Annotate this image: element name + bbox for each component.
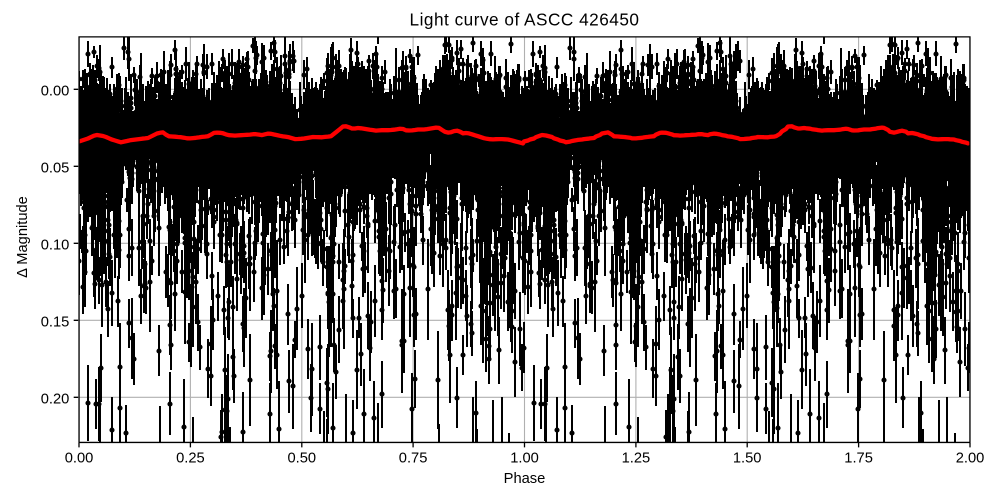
svg-text:0.75: 0.75	[399, 450, 428, 466]
svg-text:0.00: 0.00	[65, 450, 94, 466]
svg-text:1.50: 1.50	[733, 450, 762, 466]
svg-text:0.05: 0.05	[41, 160, 70, 176]
svg-text:0.25: 0.25	[176, 450, 205, 466]
svg-text:0.00: 0.00	[41, 83, 70, 99]
svg-text:1.25: 1.25	[622, 450, 651, 466]
svg-text:2.00: 2.00	[956, 450, 985, 466]
svg-text:0.50: 0.50	[288, 450, 317, 466]
svg-text:0.20: 0.20	[41, 391, 70, 407]
svg-text:1.00: 1.00	[510, 450, 539, 466]
svg-text:Δ Magnitude: Δ Magnitude	[15, 196, 31, 278]
svg-text:Light curve of ASCC 426450: Light curve of ASCC 426450	[410, 9, 640, 29]
svg-text:0.10: 0.10	[41, 237, 70, 253]
svg-text:Phase: Phase	[504, 471, 546, 487]
svg-text:1.75: 1.75	[844, 450, 873, 466]
svg-text:0.15: 0.15	[41, 314, 70, 330]
